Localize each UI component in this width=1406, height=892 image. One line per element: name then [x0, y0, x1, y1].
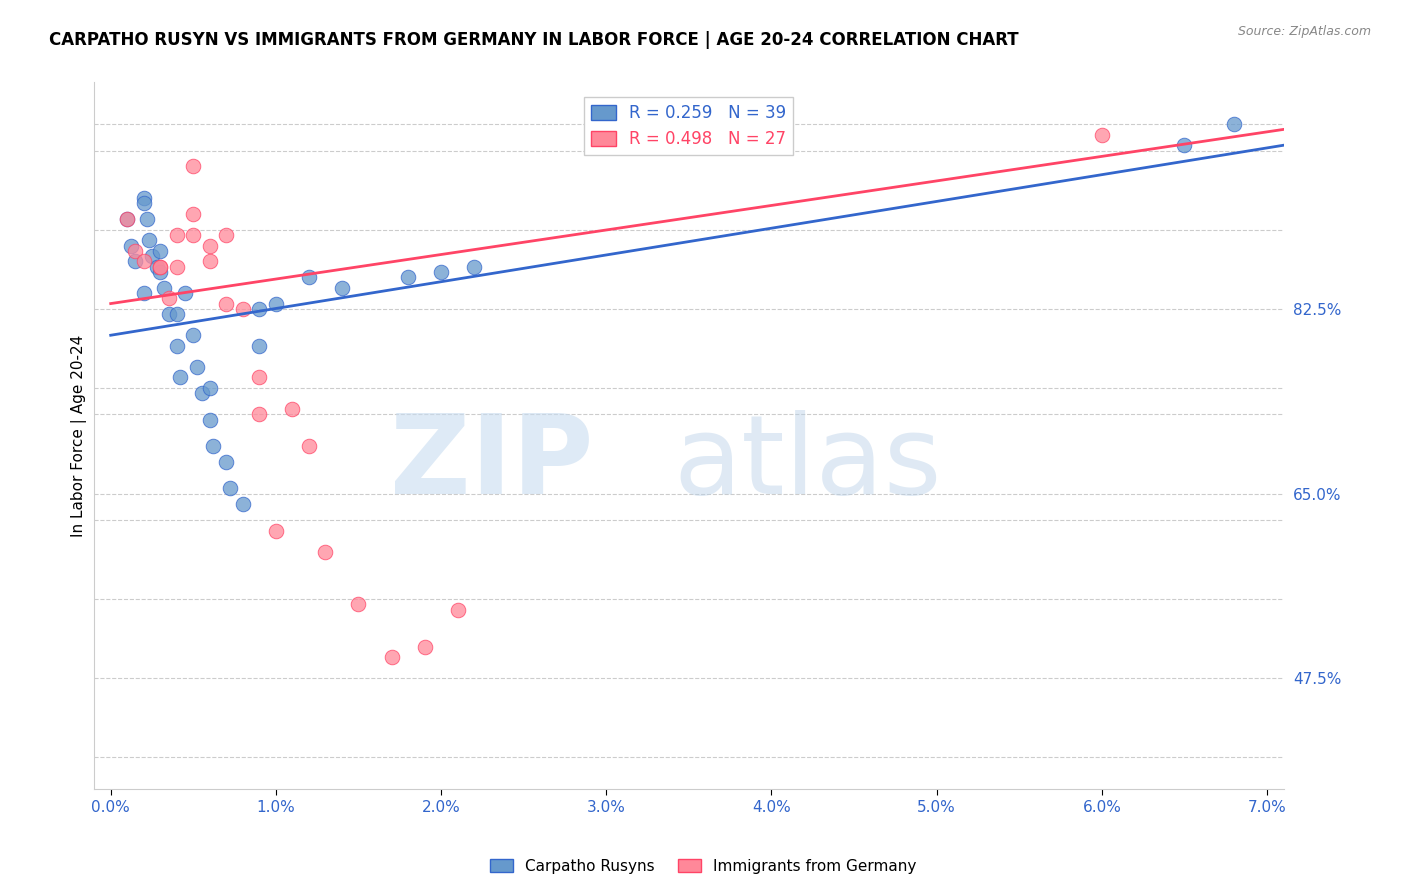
- Point: [141, 249, 163, 263]
- Point: [247, 301, 270, 316]
- Point: [132, 191, 155, 205]
- Point: [198, 254, 221, 268]
- Point: [463, 260, 485, 274]
- Point: [115, 212, 138, 227]
- Point: [232, 301, 254, 316]
- Point: [218, 481, 240, 495]
- Point: [298, 439, 321, 453]
- Point: [136, 212, 159, 227]
- Point: [202, 439, 225, 453]
- Point: [430, 265, 453, 279]
- Point: [157, 307, 180, 321]
- Point: [1223, 117, 1246, 131]
- Point: [446, 603, 468, 617]
- Y-axis label: In Labor Force | Age 20-24: In Labor Force | Age 20-24: [72, 334, 87, 537]
- Point: [166, 339, 188, 353]
- Point: [181, 159, 204, 173]
- Point: [247, 408, 270, 422]
- Point: [198, 413, 221, 427]
- Point: [149, 260, 172, 274]
- Point: [247, 339, 270, 353]
- Point: [181, 328, 204, 343]
- Point: [347, 598, 370, 612]
- Point: [149, 260, 172, 274]
- Point: [166, 307, 188, 321]
- Point: [181, 207, 204, 221]
- Point: [157, 291, 180, 305]
- Text: atlas: atlas: [673, 410, 942, 517]
- Point: [186, 359, 208, 374]
- Point: [298, 270, 321, 285]
- Point: [132, 196, 155, 211]
- Point: [198, 381, 221, 395]
- Point: [124, 244, 146, 258]
- Point: [181, 227, 204, 242]
- Point: [149, 244, 172, 258]
- Point: [247, 370, 270, 384]
- Point: [138, 233, 160, 247]
- Point: [132, 254, 155, 268]
- Point: [174, 285, 197, 300]
- Point: [264, 296, 287, 310]
- Point: [380, 650, 402, 665]
- Point: [232, 497, 254, 511]
- Point: [169, 370, 191, 384]
- Point: [152, 281, 174, 295]
- Text: CARPATHO RUSYN VS IMMIGRANTS FROM GERMANY IN LABOR FORCE | AGE 20-24 CORRELATION: CARPATHO RUSYN VS IMMIGRANTS FROM GERMAN…: [49, 31, 1019, 49]
- Point: [215, 296, 238, 310]
- Point: [198, 238, 221, 252]
- Point: [120, 238, 142, 252]
- Point: [281, 402, 304, 417]
- Point: [146, 260, 169, 274]
- Point: [166, 260, 188, 274]
- Point: [264, 524, 287, 538]
- Point: [1173, 138, 1195, 153]
- Point: [330, 281, 353, 295]
- Point: [215, 455, 238, 469]
- Point: [314, 544, 336, 558]
- Point: [132, 285, 155, 300]
- Point: [215, 227, 238, 242]
- Point: [115, 212, 138, 227]
- Point: [1091, 128, 1114, 142]
- Text: Source: ZipAtlas.com: Source: ZipAtlas.com: [1237, 25, 1371, 38]
- Point: [166, 227, 188, 242]
- Point: [149, 265, 172, 279]
- Legend: R = 0.259   N = 39, R = 0.498   N = 27: R = 0.259 N = 39, R = 0.498 N = 27: [585, 97, 793, 155]
- Legend: Carpatho Rusyns, Immigrants from Germany: Carpatho Rusyns, Immigrants from Germany: [484, 853, 922, 880]
- Text: ZIP: ZIP: [391, 410, 593, 517]
- Point: [396, 270, 419, 285]
- Point: [190, 386, 212, 401]
- Point: [124, 254, 146, 268]
- Point: [413, 640, 436, 654]
